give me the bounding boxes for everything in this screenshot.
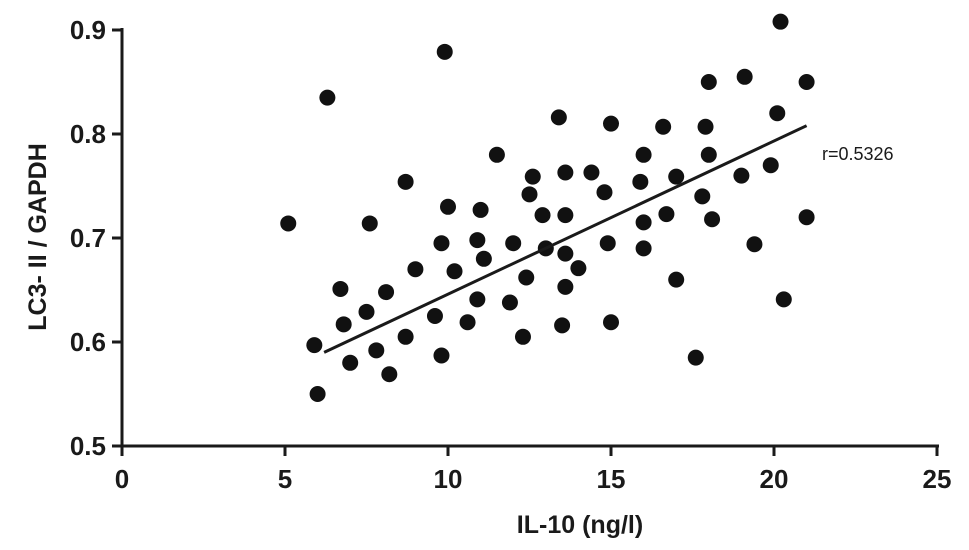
data-point	[772, 13, 789, 30]
data-point	[469, 291, 486, 308]
data-point	[505, 235, 522, 252]
data-point	[469, 232, 486, 249]
labels: IL-10 (ng/l) LC3- II / GAPDH r=0.5326	[24, 143, 894, 539]
data-point	[309, 386, 326, 402]
data-point	[440, 198, 456, 215]
y-tick-label: 0.7	[70, 223, 106, 253]
data-point	[426, 308, 443, 324]
x-tick-label: 0	[115, 464, 129, 494]
data-point	[280, 215, 297, 232]
data-point	[306, 337, 323, 354]
data-point	[583, 164, 600, 181]
data-point	[433, 235, 450, 252]
x-tick-label: 25	[923, 464, 952, 494]
data-point	[603, 115, 619, 132]
data-point	[524, 168, 541, 185]
data-point	[436, 43, 453, 60]
data-point	[514, 328, 531, 345]
data-point	[407, 261, 424, 278]
y-axis-title: LC3- II / GAPDH	[24, 143, 52, 331]
data-point	[603, 314, 619, 331]
data-point	[368, 342, 385, 359]
data-point	[700, 146, 717, 163]
data-point	[554, 317, 571, 334]
data-point	[358, 303, 375, 320]
x-tick-label: 5	[278, 464, 292, 494]
data-point	[769, 105, 786, 122]
correlation-annotation: r=0.5326	[822, 144, 894, 164]
data-point	[635, 214, 652, 231]
data-point	[635, 146, 652, 163]
data-point	[775, 291, 792, 308]
data-point	[733, 167, 750, 184]
regression-line	[323, 124, 808, 354]
data-point	[433, 347, 450, 364]
y-tick-label: 0.6	[70, 327, 106, 357]
data-points	[280, 13, 815, 402]
data-point	[378, 284, 395, 301]
data-point	[736, 68, 753, 85]
data-point	[668, 168, 685, 185]
x-tick-label: 15	[597, 464, 626, 494]
x-axis-title: IL-10 (ng/l)	[517, 511, 643, 539]
x-tick-label: 20	[760, 464, 789, 494]
data-point	[342, 354, 359, 371]
data-point	[658, 206, 675, 223]
data-point	[534, 207, 551, 224]
data-point	[596, 184, 613, 201]
data-point	[472, 201, 489, 218]
data-point	[361, 215, 378, 232]
data-point	[697, 118, 714, 135]
data-point	[397, 328, 414, 345]
data-point	[381, 366, 398, 383]
data-point	[335, 316, 352, 333]
y-tick-label: 0.5	[70, 431, 106, 461]
data-point	[459, 314, 476, 331]
data-point	[694, 188, 711, 205]
data-point	[475, 250, 492, 267]
data-point	[668, 271, 685, 288]
data-point	[557, 245, 574, 262]
data-point	[446, 263, 463, 280]
data-point	[798, 74, 815, 90]
y-tick-label: 0.8	[70, 119, 106, 149]
data-point	[550, 109, 567, 126]
data-point	[704, 211, 721, 228]
data-point	[518, 269, 535, 286]
data-point	[746, 236, 763, 253]
y-tick-label: 0.9	[70, 15, 106, 45]
regression-line-group	[323, 124, 808, 354]
data-point	[599, 235, 616, 252]
data-point	[700, 74, 717, 90]
data-point	[557, 278, 574, 295]
data-point	[570, 260, 587, 277]
data-point	[635, 240, 652, 257]
data-point	[632, 173, 649, 190]
data-point	[557, 164, 574, 181]
data-point	[488, 146, 505, 163]
axes: 0 5 10 15 20 25 0.5 0.6 0.7 0.8 0.9	[70, 15, 952, 494]
data-point	[798, 209, 815, 226]
data-point	[319, 89, 336, 106]
data-point	[501, 294, 518, 311]
data-point	[332, 280, 349, 297]
data-point	[655, 118, 672, 135]
data-point	[557, 207, 574, 224]
data-point	[521, 186, 538, 203]
data-point	[687, 349, 704, 366]
data-point	[397, 173, 414, 190]
x-tick-label: 10	[434, 464, 463, 494]
data-point	[762, 157, 779, 174]
